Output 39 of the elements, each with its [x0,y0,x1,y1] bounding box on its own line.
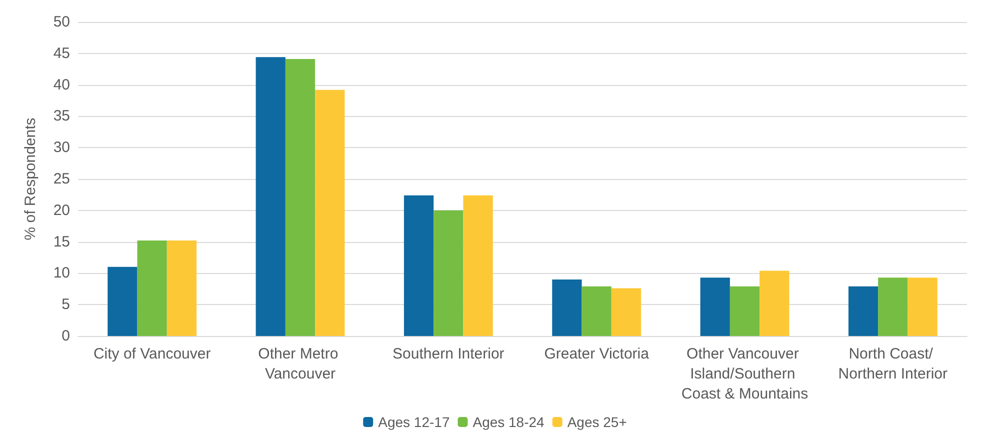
y-tick-label: 25 [53,170,70,188]
bar [256,57,286,336]
legend-label: Ages 12-17 [378,414,450,430]
bar [434,210,464,336]
bar [166,240,197,336]
y-tick-label: 15 [53,233,70,250]
legend-label: Ages 25+ [567,414,627,430]
bar [848,286,878,336]
bar [730,286,760,336]
y-tick-label: 5 [62,296,70,314]
x-tick-label: City of Vancouver [93,346,211,362]
bar [760,270,790,336]
x-tick-label: Southern Interior [392,346,504,362]
bar [404,195,434,336]
bar [552,279,582,336]
y-axis-title: % of Respondents [22,118,39,240]
bar [108,266,138,336]
y-tick-label: 20 [53,202,70,219]
bar [463,195,493,336]
y-tick-label: 50 [53,14,70,30]
bar [137,240,167,336]
y-tick-label: 10 [53,264,70,282]
bar [700,278,730,336]
legend-label: Ages 18-24 [472,414,545,430]
x-tick-label: North Coast/ Northern Interior [838,346,948,382]
y-tick-label: 45 [53,44,70,62]
y-tick-label: 30 [53,139,70,156]
y-tick-label: 0 [62,328,70,344]
bar [285,59,316,336]
bar [582,286,612,336]
x-tick-label: Greater Victoria [544,346,650,362]
x-tick-label: Other Metro Vancouver [258,346,342,382]
x-tick-label: Other Vancouver Island/Southern Coast & Mountains [681,346,808,402]
y-tick-label: 40 [53,76,70,94]
y-tick-label: 35 [53,108,70,125]
bar [908,278,938,336]
bar [315,90,345,336]
bar [611,288,642,336]
bar [878,278,908,336]
